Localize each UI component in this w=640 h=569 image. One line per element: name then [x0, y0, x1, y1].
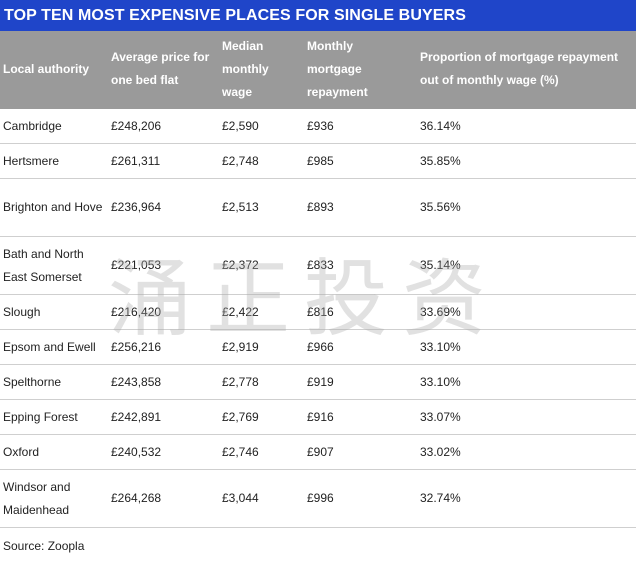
mortgage-repayment-cell: £996 [307, 491, 334, 505]
local-authority-cell: Brighton and Hove [3, 200, 103, 214]
average-price-cell: £242,891 [111, 409, 162, 424]
local-authority-cell: Spelthorne [3, 374, 62, 389]
table-row: Epping Forest £242,891 £2,769 £916 33.07% [0, 400, 636, 435]
table-row: Cambridge £248,206 £2,590 £936 36.14% [0, 109, 636, 144]
mortgage-repayment-cell: £907 [307, 444, 334, 459]
header-monthly-repayment: Monthly mortgage repayment [307, 39, 368, 99]
table-row: Spelthorne £243,858 £2,778 £919 33.10% [0, 365, 636, 400]
average-price-cell: £248,206 [111, 118, 162, 133]
median-wage-cell: £2,513 [222, 200, 259, 214]
header-median-wage: Median monthly wage [222, 39, 269, 99]
proportion-cell: 33.07% [420, 409, 461, 424]
median-wage-cell: £2,919 [222, 339, 259, 354]
median-wage-cell: £2,746 [222, 444, 259, 459]
median-wage-cell: £2,778 [222, 374, 259, 389]
table-row: Slough £216,420 £2,422 £816 33.69% [0, 295, 636, 330]
table-row: Oxford £240,532 £2,746 £907 33.02% [0, 435, 636, 470]
mortgage-repayment-cell: £816 [307, 304, 334, 319]
local-authority-cell: Cambridge [3, 118, 62, 133]
median-wage-cell: £2,748 [222, 153, 259, 168]
median-wage-cell: £2,422 [222, 304, 259, 319]
local-authority-cell: Epsom and Ewell [3, 339, 96, 354]
average-price-cell: £221,053 [111, 258, 162, 272]
mortgage-repayment-cell: £893 [307, 200, 334, 214]
average-price-cell: £236,964 [111, 200, 162, 214]
median-wage-cell: £2,769 [222, 409, 259, 424]
proportion-cell: 33.02% [420, 444, 461, 459]
watermark: 涌正投资 [108, 250, 501, 348]
proportion-cell: 35.85% [420, 153, 461, 168]
proportion-cell: 32.74% [420, 491, 461, 505]
mortgage-repayment-cell: £985 [307, 153, 334, 168]
average-price-cell: £240,532 [111, 444, 162, 459]
local-authority-cell: Hertsmere [3, 153, 60, 168]
header-average-price: Average price for one bed flat [111, 50, 210, 87]
table-title: TOP TEN MOST EXPENSIVE PLACES FOR SINGLE… [0, 0, 636, 31]
local-authority-cell: Slough [3, 304, 41, 319]
source-note: Source: Zoopla [3, 539, 85, 553]
mortgage-repayment-cell: £916 [307, 409, 334, 424]
average-price-cell: £256,216 [111, 339, 162, 354]
header-proportion: Proportion of mortgage repayment out of … [420, 50, 619, 87]
table-header: Local authority Average price for one be… [0, 31, 636, 109]
table-row: Bath and North East Somerset £221,053 £2,3… [0, 237, 636, 295]
median-wage-cell: £2,372 [222, 258, 259, 272]
median-wage-cell: £3,044 [222, 491, 259, 505]
proportion-cell: 33.10% [420, 339, 461, 354]
proportion-cell: 33.69% [420, 304, 461, 319]
table-row: Brighton and Hove £236,964 £2,513 £893 35.56… [0, 179, 636, 237]
local-authority-cell: Epping Forest [3, 409, 78, 424]
mortgage-repayment-cell: £833 [307, 258, 334, 272]
local-authority-cell: Bath and North East Somerset [3, 246, 84, 284]
mortgage-repayment-cell: £919 [307, 374, 334, 389]
local-authority-cell: Oxford [3, 444, 40, 459]
median-wage-cell: £2,590 [222, 118, 259, 133]
average-price-cell: £216,420 [111, 304, 162, 319]
average-price-cell: £261,311 [111, 153, 161, 168]
table-row: Epsom and Ewell £256,216 £2,919 £966 33.10% [0, 330, 636, 365]
proportion-cell: 36.14% [420, 118, 461, 133]
mortgage-repayment-cell: £936 [307, 118, 334, 133]
table-row: Windsor and Maidenhead £264,268 £3,044 £996… [0, 470, 636, 528]
table-row: Hertsmere £261,311 £2,748 £985 35.85% [0, 144, 636, 179]
proportion-cell: 35.14% [420, 258, 461, 272]
average-price-cell: £264,268 [111, 491, 162, 505]
average-price-cell: £243,858 [111, 374, 162, 389]
proportion-cell: 33.10% [420, 374, 461, 389]
mortgage-repayment-cell: £966 [307, 339, 334, 354]
header-local-authority: Local authority [3, 62, 90, 76]
local-authority-cell: Windsor and Maidenhead [3, 479, 71, 517]
proportion-cell: 35.56% [420, 200, 461, 214]
